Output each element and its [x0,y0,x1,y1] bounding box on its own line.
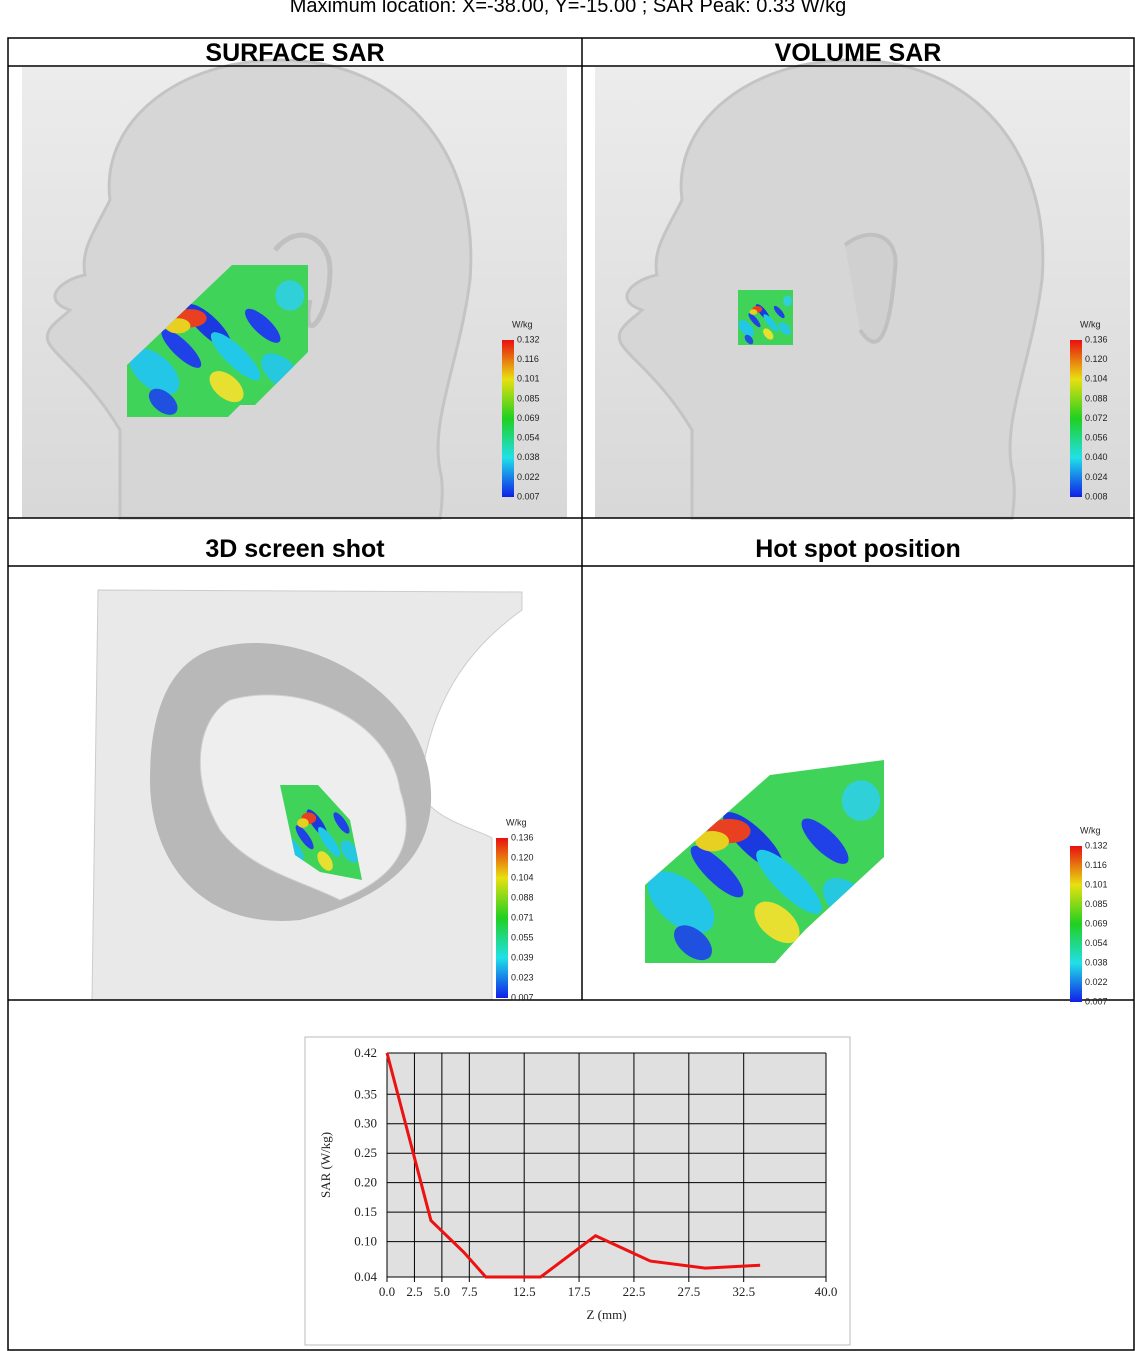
colorbar-label: 0.007 [517,491,540,501]
colorbar-unit: W/kg [506,817,527,827]
colorbar-label: 0.136 [511,832,534,842]
y-tick-label: 0.04 [354,1269,377,1284]
heatmap [645,760,884,963]
colorbar-label: 0.116 [1085,860,1107,870]
panel-title: SURFACE SAR [205,39,384,67]
colorbar-unit: W/kg [1080,319,1101,329]
y-tick-label: 0.15 [354,1204,377,1219]
ear [273,232,333,329]
colorbar-label: 0.088 [1085,393,1108,403]
colorbar-label: 0.104 [511,872,534,882]
colorbar-label: 0.101 [517,374,540,384]
colorbar-label: 0.022 [1085,977,1108,987]
colorbar-label: 0.038 [517,452,540,462]
colorbar-label: 0.069 [1085,918,1108,928]
colorbar-label: 0.071 [511,912,534,922]
y-tick-label: 0.42 [354,1045,377,1060]
colorbar [1070,846,1082,1002]
x-tick-label: 27.5 [677,1284,700,1299]
y-tick-label: 0.20 [354,1175,377,1190]
y-axis-label: SAR (W/kg) [318,1132,333,1198]
x-tick-label: 17.5 [568,1284,591,1299]
colorbar [502,340,514,497]
colorbar-label: 0.007 [1085,996,1108,1006]
colorbar [496,838,508,998]
colorbar-label: 0.132 [1085,840,1108,850]
y-tick-label: 0.25 [354,1145,377,1160]
y-tick-label: 0.30 [354,1116,377,1131]
colorbar-label: 0.104 [1085,374,1108,384]
colorbar-label: 0.085 [1085,899,1108,909]
colorbar-label: 0.088 [511,892,534,902]
colorbar-label: 0.054 [517,433,540,443]
colorbar-label: 0.054 [1085,938,1108,948]
ear [843,232,898,344]
x-tick-label: 5.0 [434,1284,450,1299]
table-lines [7,37,1135,1351]
colorbar-label: 0.055 [511,932,534,942]
y-tick-label: 0.35 [354,1086,377,1101]
colorbar-label: 0.120 [511,852,534,862]
caption: Maximum location: X=-38.00, Y=-15.00 ; S… [290,0,847,17]
x-tick-label: 2.5 [406,1284,422,1299]
x-tick-label: 22.5 [623,1284,646,1299]
colorbar-label: 0.040 [1085,452,1108,462]
x-tick-label: 12.5 [513,1284,536,1299]
colorbar-label: 0.136 [1085,334,1108,344]
colorbar-label: 0.056 [1085,433,1108,443]
colorbar-label: 0.120 [1085,354,1108,364]
colorbar-label: 0.116 [517,354,539,364]
colorbar-label: 0.085 [517,393,540,403]
colorbar-label: 0.022 [517,472,540,482]
x-tick-label: 40.0 [815,1284,838,1299]
colorbar-label: 0.008 [1085,491,1108,501]
colorbar-label: 0.072 [1085,413,1108,423]
colorbar-label: 0.132 [517,334,540,344]
y-tick-label: 0.10 [354,1234,377,1249]
colorbar-unit: W/kg [512,319,533,329]
colorbar [1070,340,1082,497]
colorbar-label: 0.069 [517,413,540,423]
colorbar-label: 0.038 [1085,957,1108,967]
colorbar-unit: W/kg [1080,825,1101,835]
panel-title: 3D screen shot [205,535,385,563]
x-tick-label: 32.5 [732,1284,755,1299]
colorbar-label: 0.101 [1085,879,1108,889]
panel-title: Hot spot position [755,535,961,563]
line [385,1052,761,1279]
x-axis-label: Z (mm) [586,1307,626,1322]
colorbar-label: 0.024 [1085,472,1108,482]
colorbar-label: 0.039 [511,952,534,962]
panel-title: VOLUME SAR [775,39,942,67]
x-tick-label: 0.0 [379,1284,395,1299]
x-tick-label: 7.5 [461,1284,477,1299]
colorbar-label: 0.023 [511,972,534,982]
heatmap [735,290,794,346]
colorbar-label: 0.007 [511,992,534,1002]
